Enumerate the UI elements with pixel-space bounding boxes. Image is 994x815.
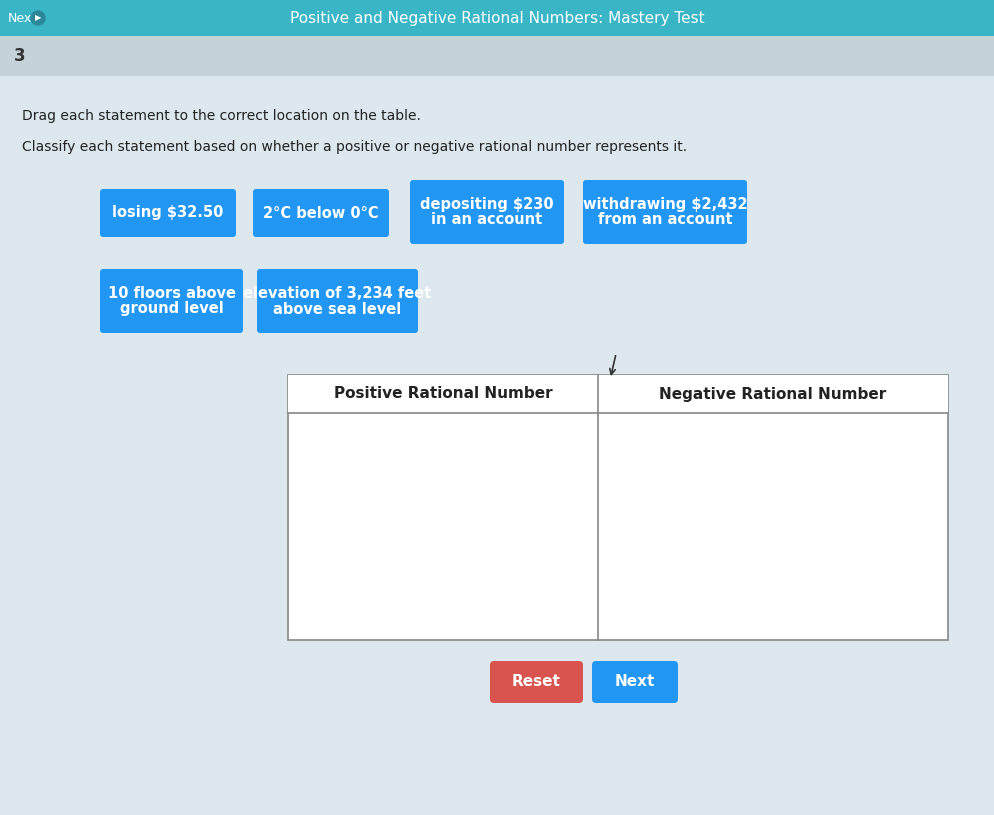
Text: Drag each statement to the correct location on the table.: Drag each statement to the correct locat… — [22, 109, 420, 123]
Text: 10 floors above: 10 floors above — [107, 287, 236, 302]
FancyBboxPatch shape — [100, 189, 236, 237]
Text: Negative Rational Number: Negative Rational Number — [659, 386, 887, 402]
Bar — [288, 375, 948, 640]
Text: ground level: ground level — [119, 302, 224, 316]
FancyBboxPatch shape — [100, 269, 243, 333]
Text: withdrawing $2,432: withdrawing $2,432 — [582, 197, 747, 213]
Text: Next: Next — [615, 675, 655, 689]
FancyBboxPatch shape — [410, 180, 564, 244]
Bar — [0, 0, 994, 36]
FancyBboxPatch shape — [592, 661, 678, 703]
Text: Classify each statement based on whether a positive or negative rational number : Classify each statement based on whether… — [22, 140, 687, 154]
Text: elevation of 3,234 feet: elevation of 3,234 feet — [244, 287, 431, 302]
Text: in an account: in an account — [431, 213, 543, 227]
Circle shape — [31, 11, 45, 25]
Bar — [0, 36, 994, 76]
FancyBboxPatch shape — [490, 661, 583, 703]
Text: losing $32.50: losing $32.50 — [112, 205, 224, 221]
Text: above sea level: above sea level — [273, 302, 402, 316]
FancyBboxPatch shape — [253, 189, 389, 237]
Text: Reset: Reset — [512, 675, 561, 689]
Text: 3: 3 — [14, 47, 26, 65]
Text: depositing $230: depositing $230 — [420, 197, 554, 213]
FancyBboxPatch shape — [583, 180, 747, 244]
Bar — [288, 375, 948, 413]
Text: from an account: from an account — [597, 213, 733, 227]
Text: 2°C below 0°C: 2°C below 0°C — [263, 205, 379, 221]
Text: Positive and Negative Rational Numbers: Mastery Test: Positive and Negative Rational Numbers: … — [289, 11, 705, 25]
Text: Positive Rational Number: Positive Rational Number — [334, 386, 553, 402]
FancyBboxPatch shape — [257, 269, 418, 333]
Text: ▶: ▶ — [35, 14, 41, 23]
Text: Next: Next — [8, 11, 37, 24]
